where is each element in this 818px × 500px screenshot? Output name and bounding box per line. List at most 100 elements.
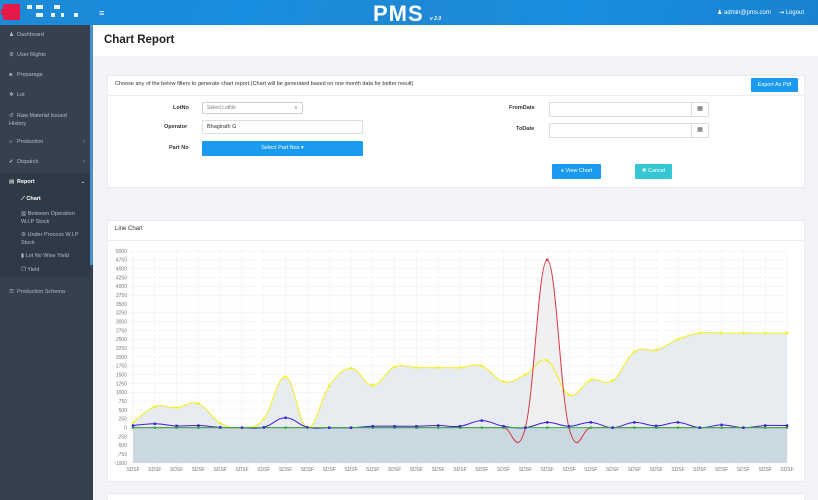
sign-out-icon: ⇥ bbox=[779, 10, 786, 16]
svg-text:750: 750 bbox=[119, 399, 128, 405]
user-icon: ♟ bbox=[9, 32, 14, 38]
svg-text:250: 250 bbox=[119, 417, 128, 423]
fromdate-label: FromDate bbox=[509, 105, 535, 111]
sidebar-item-preparage[interactable]: ♣ Preparage bbox=[0, 72, 90, 78]
svg-text:1000: 1000 bbox=[116, 390, 127, 396]
sidebar-item-report[interactable]: ▤ Report ⌄ bbox=[0, 179, 90, 185]
todate-label: ToDate bbox=[516, 126, 535, 132]
divider bbox=[107, 95, 805, 96]
logo-pixel bbox=[54, 5, 60, 9]
svg-text:SDSF: SDSF bbox=[388, 467, 401, 473]
svg-text:SDSF: SDSF bbox=[650, 467, 663, 473]
logout-link[interactable]: ⇥ Logout bbox=[779, 9, 804, 16]
sitemap-icon: ♣ bbox=[9, 72, 13, 78]
svg-text:SDSF: SDSF bbox=[214, 467, 227, 473]
sidebar-item-production[interactable]: ⌂ Production ‹ bbox=[0, 139, 90, 145]
svg-text:-1000: -1000 bbox=[114, 461, 127, 467]
line-chart-icon: ⟋ bbox=[21, 196, 25, 202]
logo-pixel bbox=[74, 13, 78, 17]
page-title: Chart Report bbox=[104, 34, 175, 46]
hamburger-icon[interactable]: ≡ bbox=[99, 8, 105, 18]
sidebar-item-label: Report bbox=[17, 179, 35, 185]
svg-text:SDSF: SDSF bbox=[475, 467, 488, 473]
svg-text:3250: 3250 bbox=[116, 311, 127, 317]
svg-text:SDSF: SDSF bbox=[541, 467, 554, 473]
svg-text:SDSF: SDSF bbox=[192, 467, 205, 473]
sidebar-item-raw-material[interactable]: ↺ Raw Material Issued History bbox=[0, 112, 82, 128]
logo-mark bbox=[1, 4, 20, 20]
svg-text:-250: -250 bbox=[117, 434, 127, 440]
fromdate-input[interactable] bbox=[549, 102, 692, 117]
cubes-icon: ❖ bbox=[9, 92, 14, 98]
svg-text:SDSF: SDSF bbox=[257, 467, 270, 473]
select-part-nos-button[interactable]: Select Part Nos ▾ bbox=[202, 141, 363, 156]
svg-text:4000: 4000 bbox=[116, 284, 127, 290]
check-icon: ✔ bbox=[9, 159, 14, 165]
sidebar-item-dispatch[interactable]: ✔ Dispatch ‹ bbox=[0, 159, 90, 165]
sidebar-item-label: Under Process W.I.P Stock bbox=[21, 232, 79, 246]
export-pdf-button[interactable]: Export As Pdf bbox=[751, 78, 798, 92]
sidebar-subitem-between-operation[interactable]: ▥ Between Operation W.I.P Stock bbox=[0, 210, 88, 226]
sidebar-scrollbar[interactable] bbox=[90, 25, 93, 265]
svg-text:SDSF: SDSF bbox=[562, 467, 575, 473]
svg-text:SDSF: SDSF bbox=[126, 467, 139, 473]
user-menu[interactable]: ♟ admin@pms.com bbox=[717, 9, 771, 16]
svg-text:SDSF: SDSF bbox=[410, 467, 423, 473]
sidebar-subitem-yield[interactable]: ❐ Yield bbox=[0, 267, 90, 273]
app-version: v 2.0 bbox=[430, 16, 442, 22]
sidebar-subitem-lot-no-wise-yield[interactable]: ▮ Lot No Wise Yield bbox=[0, 253, 90, 259]
partno-label: Part No bbox=[169, 145, 189, 151]
copy-icon: ❐ bbox=[21, 267, 26, 273]
history-icon: ↺ bbox=[9, 113, 14, 119]
svg-text:SDSF: SDSF bbox=[628, 467, 641, 473]
lotno-select[interactable]: Select LotNo ▼ bbox=[202, 102, 303, 114]
view-chart-button[interactable]: ◕ View Chart bbox=[552, 164, 601, 179]
svg-text:SDSF: SDSF bbox=[279, 467, 292, 473]
operator-input[interactable]: Bhagirath G bbox=[202, 120, 363, 134]
logo-pixel bbox=[36, 5, 43, 9]
sidebar-item-user-rights[interactable]: ⚙ User Rights bbox=[0, 52, 90, 58]
svg-text:5000: 5000 bbox=[116, 249, 127, 255]
svg-text:2250: 2250 bbox=[116, 346, 127, 352]
svg-text:SDSF: SDSF bbox=[301, 467, 314, 473]
chevron-left-icon: ‹ bbox=[83, 139, 85, 145]
cog-icon: ⚙ bbox=[21, 232, 26, 238]
file-icon: ▮ bbox=[21, 253, 25, 259]
svg-text:4750: 4750 bbox=[116, 258, 127, 264]
sidebar-item-label: Yield bbox=[27, 267, 40, 273]
svg-text:-500: -500 bbox=[117, 443, 127, 449]
sidebar-item-label: Preparage bbox=[17, 72, 43, 78]
svg-text:3000: 3000 bbox=[116, 319, 127, 325]
calendar-icon[interactable]: ▦ bbox=[692, 102, 709, 117]
cancel-button[interactable]: ✖ Cancel bbox=[635, 164, 672, 179]
svg-text:SDSF: SDSF bbox=[606, 467, 619, 473]
top-navbar: ≡ PMS v 2.0 ♟ admin@pms.com ⇥ Logout bbox=[0, 0, 818, 26]
sidebar-item-lot[interactable]: ❖ Lot bbox=[0, 92, 90, 98]
svg-text:2000: 2000 bbox=[116, 355, 127, 361]
svg-text:3500: 3500 bbox=[116, 302, 127, 308]
svg-text:500: 500 bbox=[119, 408, 128, 414]
sidebar-item-production-schema[interactable]: ☰ Production Schema bbox=[0, 289, 90, 295]
svg-text:SDSF: SDSF bbox=[170, 467, 183, 473]
logout-label: Logout bbox=[785, 10, 805, 16]
list-icon: ☰ bbox=[9, 289, 14, 295]
logo[interactable] bbox=[0, 0, 93, 25]
svg-text:SDSF: SDSF bbox=[497, 467, 510, 473]
svg-text:1250: 1250 bbox=[116, 381, 127, 387]
todate-input[interactable] bbox=[549, 123, 692, 138]
lotno-placeholder: Select LotNo bbox=[207, 105, 236, 111]
next-panel bbox=[107, 493, 805, 500]
sidebar-item-label: User Rights bbox=[17, 52, 46, 58]
lotno-label: LotNo bbox=[173, 105, 189, 111]
chevron-down-icon: ⌄ bbox=[80, 179, 85, 185]
svg-text:SDSF: SDSF bbox=[432, 467, 445, 473]
sidebar-subitem-chart[interactable]: ⟋ Chart bbox=[0, 196, 90, 203]
svg-text:SDSF: SDSF bbox=[148, 467, 161, 473]
sidebar-item-dashboard[interactable]: ♟ Dashboard bbox=[0, 32, 90, 38]
calendar-icon[interactable]: ▦ bbox=[692, 123, 709, 138]
svg-text:4500: 4500 bbox=[116, 266, 127, 272]
svg-text:SDSF: SDSF bbox=[344, 467, 357, 473]
svg-text:4250: 4250 bbox=[116, 275, 127, 281]
sidebar-subitem-under-process[interactable]: ⚙ Under Process W.I.P Stock bbox=[0, 231, 88, 247]
filters-hint: Choose any of the below filters to gener… bbox=[115, 81, 414, 87]
